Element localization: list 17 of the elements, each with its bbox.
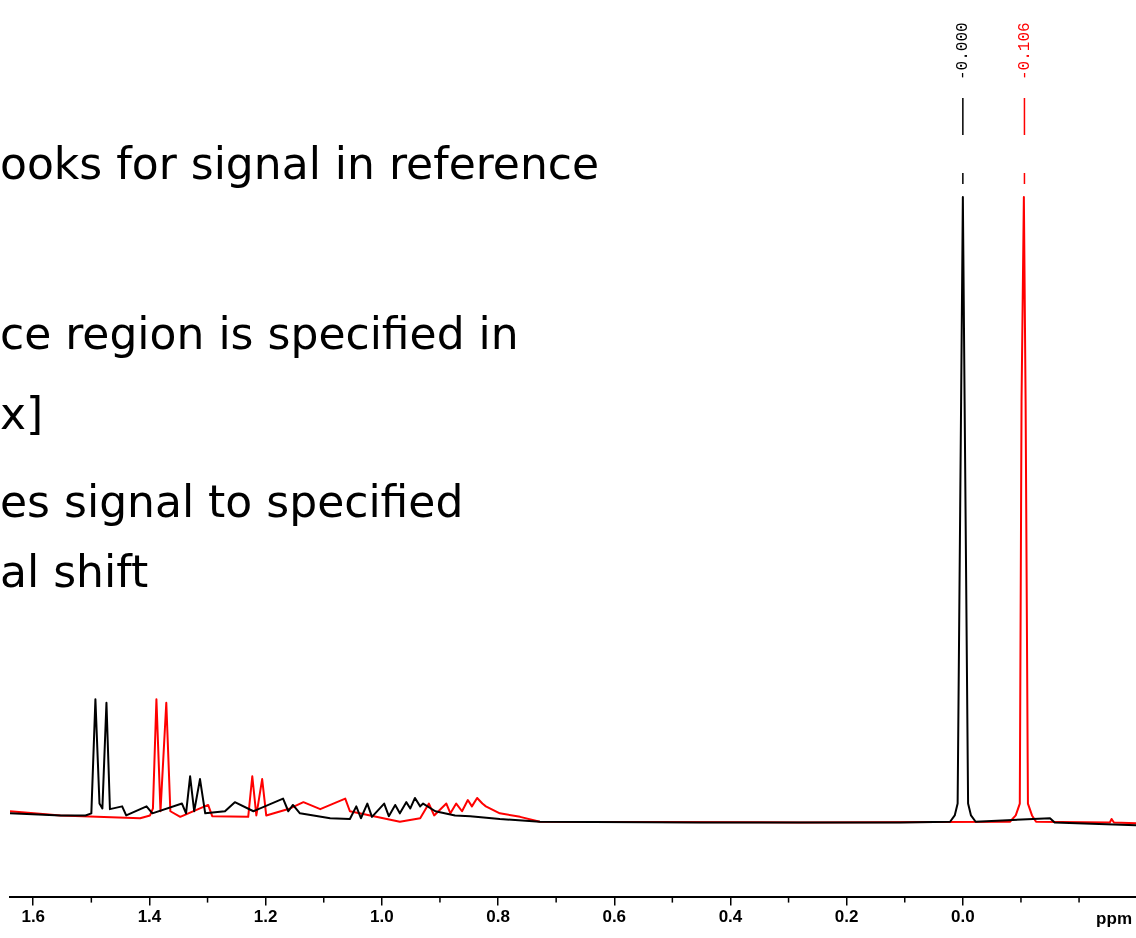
annotation: ce region is specified in [0, 308, 519, 359]
annotation: x] [0, 388, 44, 439]
x-tick-label: 1.4 [137, 907, 162, 927]
annotation: es signal to specified [0, 476, 464, 527]
annotation: -0.106 [1015, 22, 1034, 80]
text: ooks for signal in reference [0, 138, 600, 189]
x-tick-label: 0.8 [486, 907, 510, 927]
x-tick-label: 0.2 [834, 907, 859, 927]
x-tick-label: 0.0 [951, 907, 975, 927]
x-axis-title: ppm [1096, 908, 1132, 928]
annotation: al shift [0, 546, 149, 597]
x-tick-label: 1.2 [253, 907, 278, 927]
x-tick-label: 1.6 [21, 907, 46, 927]
x-tick-label: 1.0 [370, 907, 394, 927]
x-tick-label: 0.4 [718, 907, 743, 927]
x-tick-label: 0.6 [602, 907, 627, 927]
annotation: -0.000 [954, 22, 973, 80]
